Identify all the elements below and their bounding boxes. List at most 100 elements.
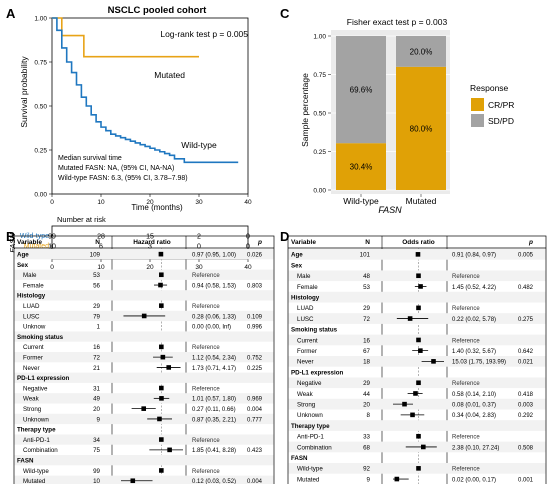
forest-p-value: 0.508 (518, 445, 534, 451)
bar-segment-label: 20.0% (410, 47, 433, 56)
forest-row-stripe (288, 356, 546, 367)
km-x-tick-label: 30 (195, 199, 203, 206)
forest-variable-label: LUSC (23, 313, 40, 320)
km-y-tick-label: 0.25 (34, 148, 47, 155)
forest-n-value: 29 (363, 380, 370, 387)
risk-value: 0 (246, 234, 250, 241)
risk-x-tick-label: 30 (195, 264, 203, 271)
risk-row-name: Mutated (24, 243, 49, 250)
forest-point (402, 401, 407, 407)
forest-variable-label: Current (297, 337, 318, 344)
forest-row-stripe (14, 352, 274, 363)
forest-variable-label: Never (297, 359, 314, 366)
km-curve-mutated (52, 17, 199, 58)
forest-n-value: 29 (93, 303, 100, 310)
bar-segment-label: 69.6% (350, 86, 373, 95)
forest-header-n: N (365, 239, 370, 246)
forest-variable-label: Weak (297, 391, 314, 398)
forest-point (415, 252, 421, 257)
bar-segment (396, 66, 446, 190)
km-xlabel: Time (months) (131, 203, 183, 212)
legend-label: SD/PD (488, 116, 514, 126)
forest-variable-label: LUAD (297, 305, 314, 312)
forest-ci-text: 0.12 (0.03, 0.52) (192, 479, 236, 484)
km-title: NSCLC pooled cohort (108, 5, 208, 16)
forest-variable-label: Unknow (23, 324, 46, 331)
forest-point (421, 444, 426, 450)
forest-n-value: 53 (363, 284, 370, 291)
forest-header-ratio: Odds ratio (402, 239, 435, 246)
forest-n-value: 9 (367, 476, 371, 483)
forest-n-value: 101 (360, 252, 371, 259)
forest-variable-label: FASN (291, 455, 308, 462)
forest-n-value: 9 (97, 416, 101, 423)
forest-n-value: 20 (363, 401, 370, 408)
forest-ci-text: Reference (192, 304, 220, 310)
km-plot: 0.000.250.500.751.000 10 20 30 40MutatedWild… (20, 16, 252, 272)
forest-row-stripe (288, 291, 546, 303)
forest-p-value: 0.418 (518, 392, 534, 398)
risk-value: 10 (48, 244, 56, 251)
forest-ci-text: 0.94 (0.58, 1.53) (192, 283, 236, 289)
km-x-tick-label: 10 (97, 199, 105, 206)
risk-x-tick-label: 0 (50, 264, 54, 271)
legend-swatch (471, 98, 484, 111)
bar-segment (396, 36, 446, 67)
forest-variable-label: Wild-type (297, 466, 323, 473)
km-median-line-1: Median survival time (58, 155, 122, 162)
forest-variable-label: Strong (23, 406, 42, 413)
forest-ci-text: 1.45 (0.52, 4.22) (452, 285, 496, 291)
km-curve-wild-type (52, 17, 239, 164)
risk-row-name: Wild-type (20, 233, 49, 240)
odds-ratio-forest: Variable N Odds ratio p Age 101 0.91 (0.84, 0.… (287, 235, 547, 484)
risk-value: 0 (246, 244, 250, 251)
forest-point (159, 437, 164, 442)
forest-row-stripe (14, 331, 274, 342)
forest-point (416, 380, 421, 386)
forest-n-value: 10 (93, 478, 100, 484)
forest-variable-label: Smoking status (291, 327, 338, 334)
forest-point (394, 476, 400, 482)
forest-n-value: 18 (363, 359, 370, 366)
forest-variable-label: Age (17, 251, 29, 258)
forest-p-value: 0.996 (247, 325, 263, 331)
forest-frame (13, 235, 275, 484)
forest-variable-label: Mutated (23, 478, 46, 484)
forest-n-value: 31 (93, 385, 100, 392)
forest-row-stripe (14, 413, 274, 425)
forest-n-value: 92 (363, 466, 370, 473)
forest-point (416, 337, 421, 343)
forest-p-value: 0.803 (247, 283, 263, 289)
risk-value: 2 (197, 234, 201, 241)
forest-n-value: 16 (93, 344, 100, 351)
risk-value: 28 (97, 234, 105, 241)
forest-point (410, 412, 415, 418)
stacked-bar-plot: 0.00 0.25 0.50 0.75 1.00 30.4% 69.6% Wild-type 8… (313, 30, 514, 206)
forest-point (407, 316, 413, 321)
forest-variable-label: Sex (17, 262, 29, 269)
forest-variable-label: Wild-type (23, 468, 49, 475)
forest-ci-text: Reference (452, 435, 480, 441)
risk-x-tick-label: 10 (97, 264, 105, 271)
forest-point (431, 359, 436, 364)
legend-label: CR/PR (488, 100, 514, 110)
forest-p-value: 0.292 (518, 413, 534, 419)
forest-variable-label: FASN (17, 457, 34, 464)
forest-point (416, 305, 421, 311)
forest-ci-text: Reference (452, 306, 480, 312)
forest-n-value: 1 (97, 324, 101, 331)
forest-variable-label: Current (23, 344, 44, 351)
forest-ci-text: 0.91 (0.84, 0.97) (452, 253, 496, 259)
forest-variable-label: Combination (23, 447, 58, 454)
forest-ci-text: Reference (452, 467, 480, 473)
forest-n-value: 79 (93, 313, 100, 320)
forest-point (159, 396, 164, 401)
forest-p-value: 0.004 (247, 479, 263, 484)
forest-ci-text: 0.34 (0.04, 2.83) (452, 413, 496, 419)
risk-value: 0 (197, 244, 201, 251)
forest-ci-text: 1.12 (0.54, 2.34) (192, 355, 236, 361)
forest-point (158, 282, 163, 288)
forest-point (158, 251, 164, 257)
